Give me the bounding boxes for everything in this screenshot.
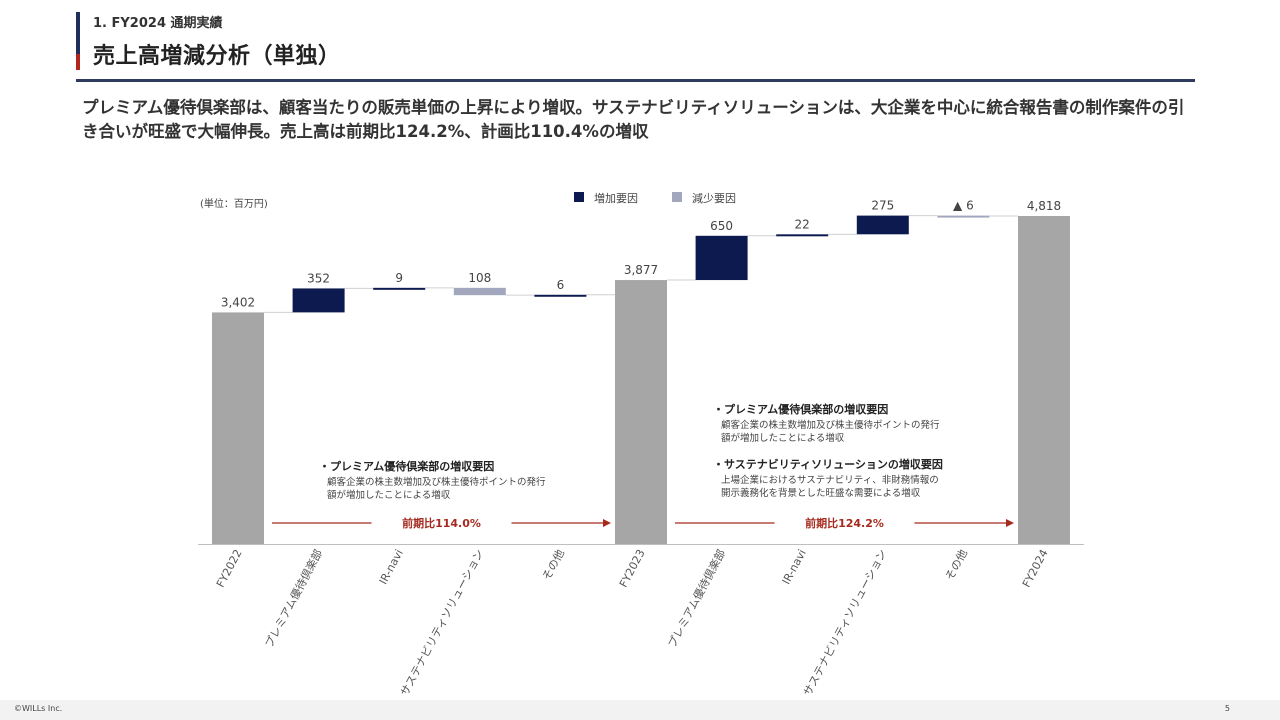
category-label: プレミアム優待倶楽部 (665, 547, 729, 650)
data-label: 108 (468, 271, 491, 285)
bar-increase (695, 235, 748, 281)
data-label: 275 (871, 199, 894, 213)
category-label: IR-navi (377, 547, 406, 586)
legend-swatch-increase (574, 192, 584, 202)
annotation-title: ・サステナビリティソリューションの増収要因 (713, 457, 943, 471)
category-label: プレミアム優待倶楽部 (262, 547, 326, 650)
bar-increase (292, 288, 345, 313)
bar-decrease (453, 287, 506, 296)
footer: ©WILLs Inc. 5 (0, 700, 1280, 720)
data-label: 3,877 (624, 263, 658, 277)
category-label: その他 (943, 547, 970, 582)
data-label: 650 (710, 219, 733, 233)
annotation-body: 顧客企業の株主数増加及び株主優待ポイントの発行 (327, 476, 546, 488)
header-accent-bar-red (76, 54, 80, 70)
annotation-title: ・プレミアム優待倶楽部の増収要因 (319, 459, 494, 473)
title-divider (76, 79, 1195, 82)
bar-increase (534, 294, 587, 297)
annotation-title: ・プレミアム優待倶楽部の増収要因 (713, 402, 888, 416)
category-label: サステナビリティソリューション (398, 547, 486, 698)
bar-increase (856, 215, 909, 235)
data-label: 9 (395, 271, 403, 285)
category-label: サステナビリティソリューション (801, 547, 889, 698)
category-label: FY2023 (617, 547, 648, 589)
data-label: ▲ 6 (953, 199, 974, 213)
bar-increase (373, 287, 426, 290)
summary-text: プレミアム優待倶楽部は、顧客当たりの販売単価の上昇により増収。サステナビリティソ… (82, 98, 1185, 141)
bar-total (615, 280, 667, 544)
category-label: FY2022 (214, 547, 245, 589)
data-label: 6 (557, 278, 565, 292)
legend-label-increase: 増加要因 (594, 192, 638, 205)
page-number: 5 (1224, 704, 1230, 713)
bar-total (212, 312, 264, 544)
unit-label: (単位：百万円) (200, 197, 268, 210)
copyright: ©WILLs Inc. (14, 704, 63, 713)
growth-arrowhead (1006, 519, 1014, 527)
legend-label-decrease: 減少要因 (692, 191, 736, 205)
category-label: その他 (540, 547, 567, 582)
legend-swatch-decrease (672, 192, 682, 202)
category-label: IR-navi (780, 547, 809, 586)
header-accent-bar (76, 12, 80, 54)
data-label: 4,818 (1027, 199, 1061, 213)
data-label: 3,402 (221, 295, 255, 309)
bar-total (1018, 216, 1070, 544)
waterfall-chart: 3,402 352 9 108 6 3,877 650 22 275 ▲ 6 4,818 FY2022… (198, 191, 1084, 698)
annotation-body: 開示義務化を背景とした旺盛な需要による増収 (721, 487, 921, 499)
growth-rate-label: 前期比114.0% (402, 516, 481, 530)
bar-increase (776, 234, 829, 237)
page-title: 売上高増減分析（単独） (93, 44, 341, 69)
data-label: 352 (307, 271, 330, 285)
growth-rate-label: 前期比124.2% (805, 516, 884, 530)
data-label: 22 (795, 217, 810, 231)
annotation-body: 顧客企業の株主数増加及び株主優待ポイントの発行 (721, 419, 940, 431)
annotation-body: 額が増加したことによる増収 (327, 489, 451, 501)
category-label: FY2024 (1020, 547, 1051, 589)
section-label: 1. FY2024 通期実績 (93, 16, 223, 31)
bar-decrease (937, 215, 990, 218)
annotation-body: 額が増加したことによる増収 (721, 432, 845, 444)
growth-arrowhead (603, 519, 611, 527)
annotation-body: 上場企業におけるサステナビリティ、非財務情報の (721, 474, 939, 486)
